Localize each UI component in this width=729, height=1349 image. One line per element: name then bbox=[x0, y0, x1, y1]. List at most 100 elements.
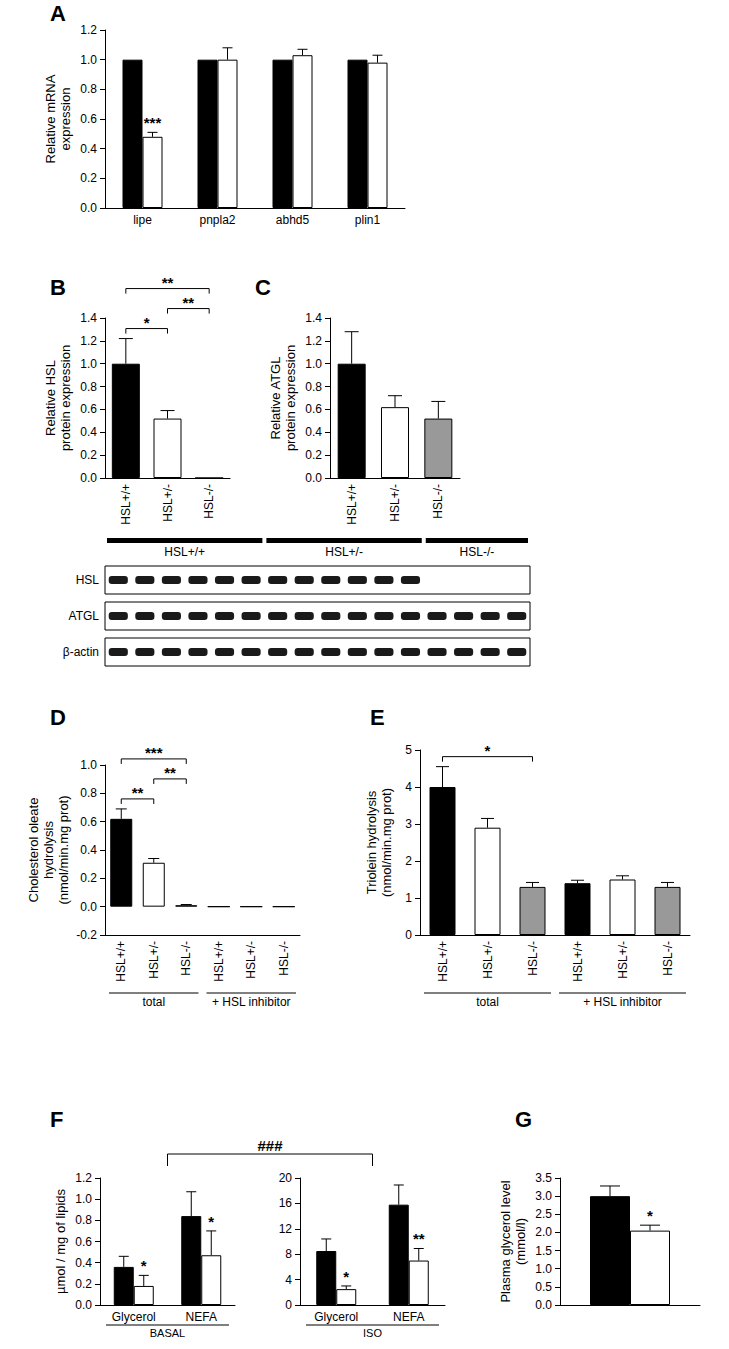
svg-text:ISO: ISO bbox=[363, 1327, 382, 1339]
svg-text:B: B bbox=[50, 275, 66, 300]
svg-text:Glycerol: Glycerol bbox=[112, 1310, 156, 1324]
svg-text:A: A bbox=[50, 1, 66, 26]
svg-text:NEFA: NEFA bbox=[186, 1310, 217, 1324]
svg-text:0.2: 0.2 bbox=[80, 171, 97, 185]
svg-text:5: 5 bbox=[405, 743, 412, 757]
svg-text:2.0: 2.0 bbox=[535, 1225, 552, 1239]
svg-text:8: 8 bbox=[285, 1247, 292, 1261]
svg-text:1.5: 1.5 bbox=[535, 1244, 552, 1258]
svg-text:Glycerol: Glycerol bbox=[314, 1310, 358, 1324]
svg-text:0.6: 0.6 bbox=[80, 815, 97, 829]
svg-text:0.0: 0.0 bbox=[535, 1298, 552, 1312]
svg-text:**: ** bbox=[162, 274, 174, 291]
svg-text:HSL-/-: HSL-/- bbox=[526, 941, 540, 976]
svg-text:HSL-/-: HSL-/- bbox=[431, 484, 445, 519]
svg-text:F: F bbox=[50, 1107, 63, 1132]
svg-text:0.0: 0.0 bbox=[80, 471, 97, 485]
svg-text:hydrolysis: hydrolysis bbox=[41, 821, 56, 879]
svg-text:*: * bbox=[485, 742, 491, 759]
svg-text:20: 20 bbox=[279, 1171, 293, 1185]
svg-text:total: total bbox=[142, 995, 165, 1009]
svg-text:Relative mRNA: Relative mRNA bbox=[43, 74, 58, 163]
svg-text:1.0: 1.0 bbox=[80, 53, 97, 67]
svg-text:0.8: 0.8 bbox=[80, 82, 97, 96]
svg-text:HSL+/+: HSL+/+ bbox=[114, 941, 128, 982]
svg-text:HSL+/+: HSL+/+ bbox=[571, 941, 585, 982]
svg-text:1.4: 1.4 bbox=[305, 311, 322, 325]
svg-text:(nmol/min.mg prot): (nmol/min.mg prot) bbox=[379, 788, 394, 897]
svg-text:1.0: 1.0 bbox=[75, 1192, 92, 1206]
svg-text:+ HSL inhibitor: + HSL inhibitor bbox=[583, 995, 662, 1009]
svg-text:3.0: 3.0 bbox=[535, 1189, 552, 1203]
svg-text:HSL-/-: HSL-/- bbox=[661, 941, 675, 976]
svg-text:HSL+/+: HSL+/+ bbox=[436, 941, 450, 982]
svg-text:0.8: 0.8 bbox=[305, 380, 322, 394]
svg-text:0: 0 bbox=[285, 1298, 292, 1312]
svg-text:E: E bbox=[370, 705, 385, 730]
svg-text:0.2: 0.2 bbox=[80, 448, 97, 462]
svg-text:HSL-/-: HSL-/- bbox=[202, 484, 216, 519]
svg-text:**: ** bbox=[413, 1230, 425, 1247]
svg-text:HSL+/+: HSL+/+ bbox=[164, 545, 205, 559]
svg-text:HSL-/-: HSL-/- bbox=[460, 545, 495, 559]
svg-text:2: 2 bbox=[405, 854, 412, 868]
svg-text:HSL-/-: HSL-/- bbox=[277, 941, 291, 976]
svg-text:0.4: 0.4 bbox=[80, 142, 97, 156]
svg-text:Relative HSL: Relative HSL bbox=[43, 360, 58, 436]
svg-text:0.5: 0.5 bbox=[535, 1280, 552, 1294]
svg-text:1.0: 1.0 bbox=[80, 357, 97, 371]
svg-text:**: ** bbox=[132, 784, 144, 801]
svg-text:BASAL: BASAL bbox=[150, 1327, 185, 1339]
svg-text:1.0: 1.0 bbox=[305, 357, 322, 371]
svg-text:1: 1 bbox=[405, 891, 412, 905]
svg-text:*: * bbox=[141, 1257, 147, 1274]
svg-text:0.6: 0.6 bbox=[75, 1235, 92, 1249]
svg-text:HSL+/+: HSL+/+ bbox=[212, 941, 226, 982]
svg-text:###: ### bbox=[257, 1137, 283, 1154]
svg-text:Triolein hydrolysis: Triolein hydrolysis bbox=[364, 790, 379, 894]
svg-text:1.2: 1.2 bbox=[305, 334, 322, 348]
svg-text:protein expression: protein expression bbox=[283, 345, 298, 451]
svg-text:*: * bbox=[208, 1213, 214, 1230]
svg-text:0.6: 0.6 bbox=[80, 112, 97, 126]
svg-text:0.0: 0.0 bbox=[305, 471, 322, 485]
svg-text:µmol / mg of lipids: µmol / mg of lipids bbox=[53, 1188, 68, 1294]
svg-text:Plasma glycerol level: Plasma glycerol level bbox=[498, 1180, 513, 1302]
svg-text:protein expression: protein expression bbox=[58, 345, 73, 451]
svg-text:+ HSL inhibitor: + HSL inhibitor bbox=[212, 995, 291, 1009]
svg-text:β-actin: β-actin bbox=[63, 645, 99, 659]
svg-text:0.6: 0.6 bbox=[305, 402, 322, 416]
svg-text:*: * bbox=[647, 1207, 653, 1224]
svg-text:ATGL: ATGL bbox=[69, 609, 100, 623]
svg-text:***: *** bbox=[144, 114, 162, 131]
svg-text:HSL+/-: HSL+/- bbox=[244, 941, 258, 979]
svg-text:total: total bbox=[476, 995, 499, 1009]
svg-text:1.4: 1.4 bbox=[80, 311, 97, 325]
svg-text:lipe: lipe bbox=[133, 213, 152, 227]
svg-text:HSL+/-: HSL+/- bbox=[147, 941, 161, 979]
svg-text:*: * bbox=[343, 1268, 349, 1285]
svg-text:0.0: 0.0 bbox=[75, 1298, 92, 1312]
svg-text:1.2: 1.2 bbox=[75, 1171, 92, 1185]
svg-text:3.5: 3.5 bbox=[535, 1171, 552, 1185]
svg-text:HSL+/-: HSL+/- bbox=[481, 941, 495, 979]
svg-text:1.2: 1.2 bbox=[80, 23, 97, 37]
svg-text:-0.2: -0.2 bbox=[76, 928, 97, 942]
svg-text:0.4: 0.4 bbox=[75, 1256, 92, 1270]
svg-text:NEFA: NEFA bbox=[393, 1310, 424, 1324]
svg-text:abhd5: abhd5 bbox=[276, 213, 310, 227]
svg-text:*: * bbox=[144, 314, 150, 331]
svg-text:HSL+/+: HSL+/+ bbox=[119, 484, 133, 525]
svg-text:1.0: 1.0 bbox=[80, 758, 97, 772]
svg-text:HSL-/-: HSL-/- bbox=[179, 941, 193, 976]
svg-text:(mmol/l): (mmol/l) bbox=[513, 1218, 528, 1265]
svg-text:***: *** bbox=[145, 744, 163, 761]
svg-text:HSL+/-: HSL+/- bbox=[325, 545, 363, 559]
svg-text:HSL+/-: HSL+/- bbox=[388, 484, 402, 522]
svg-text:0.0: 0.0 bbox=[80, 201, 97, 215]
svg-text:0.4: 0.4 bbox=[80, 425, 97, 439]
svg-text:Cholesterol oleate: Cholesterol oleate bbox=[26, 798, 41, 903]
svg-text:expression: expression bbox=[58, 88, 73, 151]
svg-text:HSL+/-: HSL+/- bbox=[161, 484, 175, 522]
svg-text:12: 12 bbox=[279, 1222, 293, 1236]
